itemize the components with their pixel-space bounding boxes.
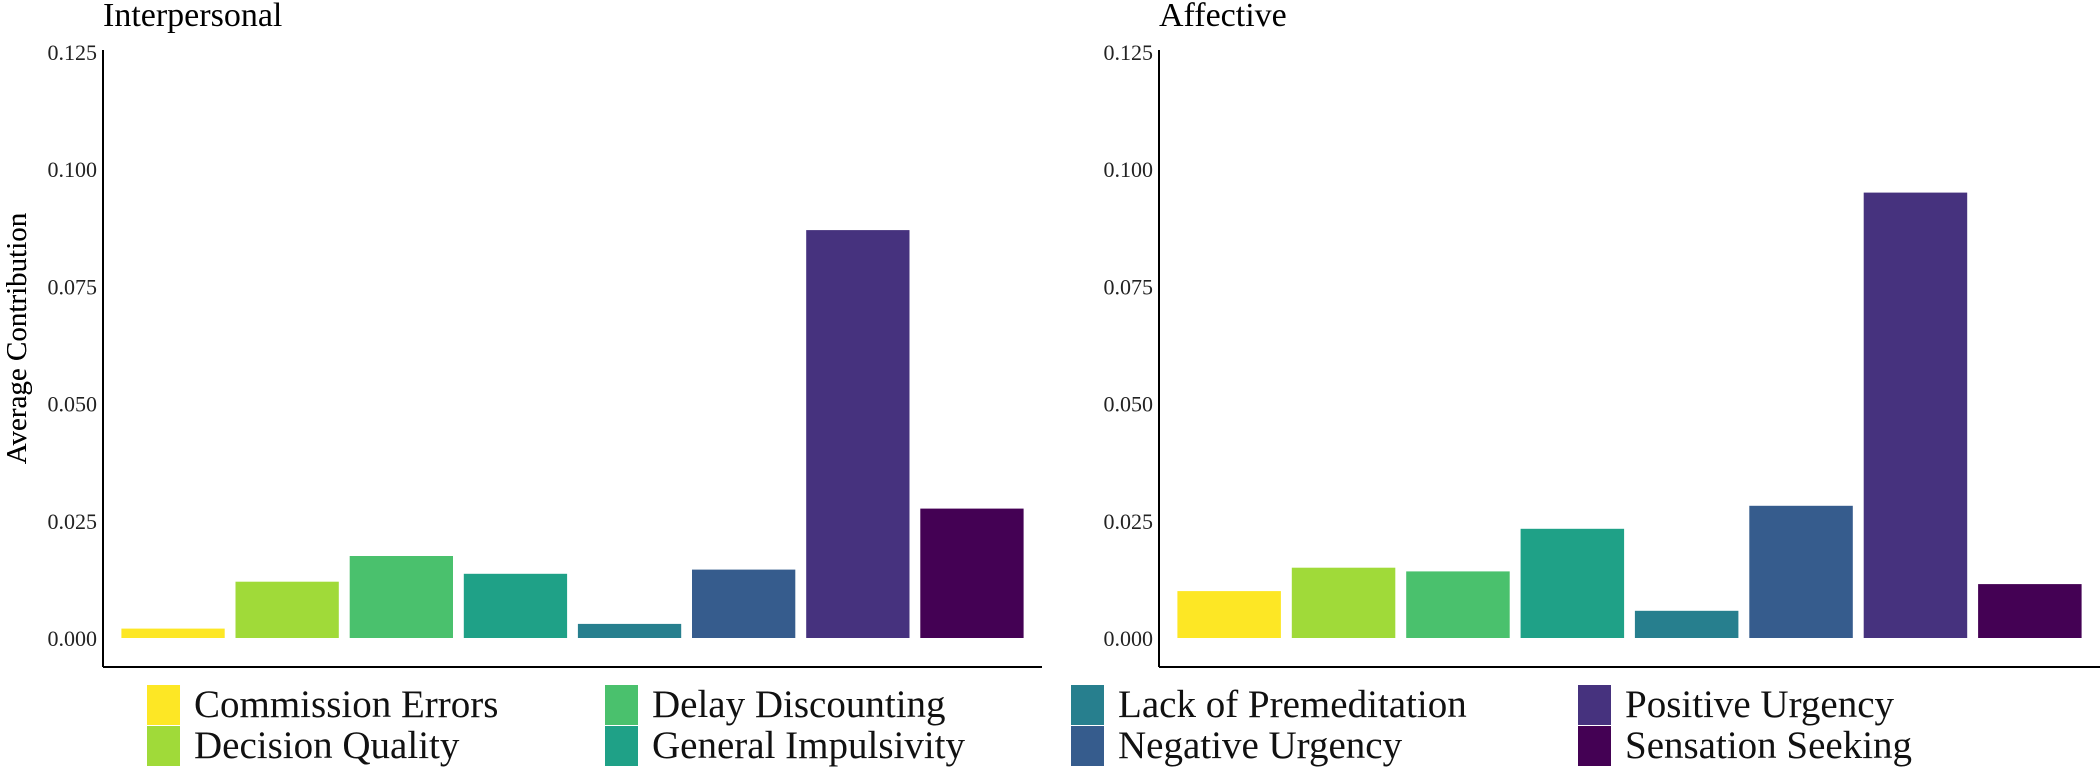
legend-label: Commission Errors <box>194 683 499 726</box>
interpersonal-bar-negative-urgency <box>692 569 796 638</box>
legend-item: Negative Urgency <box>1071 726 1402 766</box>
legend-label: Delay Discounting <box>652 683 946 726</box>
legend-label: General Impulsivity <box>652 724 966 767</box>
affective-bar-decision-quality <box>1291 567 1396 638</box>
interpersonal-bar-delay-discounting <box>349 556 453 638</box>
legend-swatch <box>1071 685 1104 725</box>
affective-bar-sensation-seeking <box>1978 584 2082 638</box>
legend-item: Positive Urgency <box>1578 685 1894 725</box>
legend-item: Lack of Premeditation <box>1071 685 1467 725</box>
affective-bar-lack-of-premeditation <box>1634 610 1739 638</box>
legend-swatch <box>1578 685 1611 725</box>
interpersonal-title: Interpersonal <box>103 0 282 34</box>
interpersonal-bar-commission-errors <box>121 628 225 638</box>
interpersonal-bar-general-impulsivity <box>463 573 568 638</box>
interpersonal-y-tick-label: 0.050 <box>48 392 98 417</box>
affective-y-tick-label: 0.025 <box>1104 509 1154 534</box>
legend-swatch <box>147 726 180 766</box>
interpersonal-y-tick-label: 0.125 <box>48 40 98 65</box>
interpersonal-y-tick-label: 0.000 <box>48 626 98 651</box>
affective-y-tick-label: 0.125 <box>1104 40 1154 65</box>
affective-y-tick-label: 0.050 <box>1104 392 1154 417</box>
legend-label: Lack of Premeditation <box>1118 683 1467 726</box>
affective-y-tick-label: 0.100 <box>1104 157 1154 182</box>
interpersonal-y-tick-label: 0.025 <box>48 509 98 534</box>
interpersonal-bar-lack-of-premeditation <box>577 623 682 638</box>
affective-bar-commission-errors <box>1177 591 1281 638</box>
legend-swatch <box>147 685 180 725</box>
affective-bar-delay-discounting <box>1406 571 1510 638</box>
legend-swatch <box>1071 726 1104 766</box>
chart-legend: Commission Errors Decision Quality Delay D… <box>0 685 2100 780</box>
affective-y-tick-label: 0.000 <box>1104 626 1154 651</box>
interpersonal-y-tick-label: 0.075 <box>48 274 98 299</box>
interpersonal-bar-sensation-seeking <box>920 508 1024 638</box>
legend-label: Positive Urgency <box>1625 683 1895 726</box>
affective-title: Affective <box>1159 0 1287 34</box>
interpersonal-bar-decision-quality <box>235 581 339 638</box>
legend-swatch <box>605 726 638 766</box>
interpersonal-y-axis-title: Average Contribution <box>1 212 33 464</box>
interpersonal-bar-positive-urgency <box>806 230 910 638</box>
legend-item: Delay Discounting <box>605 685 946 725</box>
affective-bar-negative-urgency <box>1749 505 1853 638</box>
legend-item: Sensation Seeking <box>1578 726 1912 766</box>
charts-figure: Interpersonal 0.000 0.025 0.050 0.075 0.100 0.… <box>1 0 2100 668</box>
affective-y-tick-label: 0.075 <box>1104 274 1154 299</box>
affective-bar-general-impulsivity <box>1520 528 1625 638</box>
interpersonal-y-tick-label: 0.100 <box>48 157 98 182</box>
legend-item: Decision Quality <box>147 726 459 766</box>
legend-label: Decision Quality <box>194 724 460 767</box>
legend-item: General Impulsivity <box>605 726 965 766</box>
legend-swatch <box>605 685 638 725</box>
legend-label: Negative Urgency <box>1118 724 1403 767</box>
affective-bar-positive-urgency <box>1863 192 1968 638</box>
affective-y-axis-title: Average Contribution <box>1 212 33 464</box>
legend-item: Commission Errors <box>147 685 498 725</box>
legend-label: Sensation Seeking <box>1625 724 1913 767</box>
legend-swatch <box>1578 726 1611 766</box>
